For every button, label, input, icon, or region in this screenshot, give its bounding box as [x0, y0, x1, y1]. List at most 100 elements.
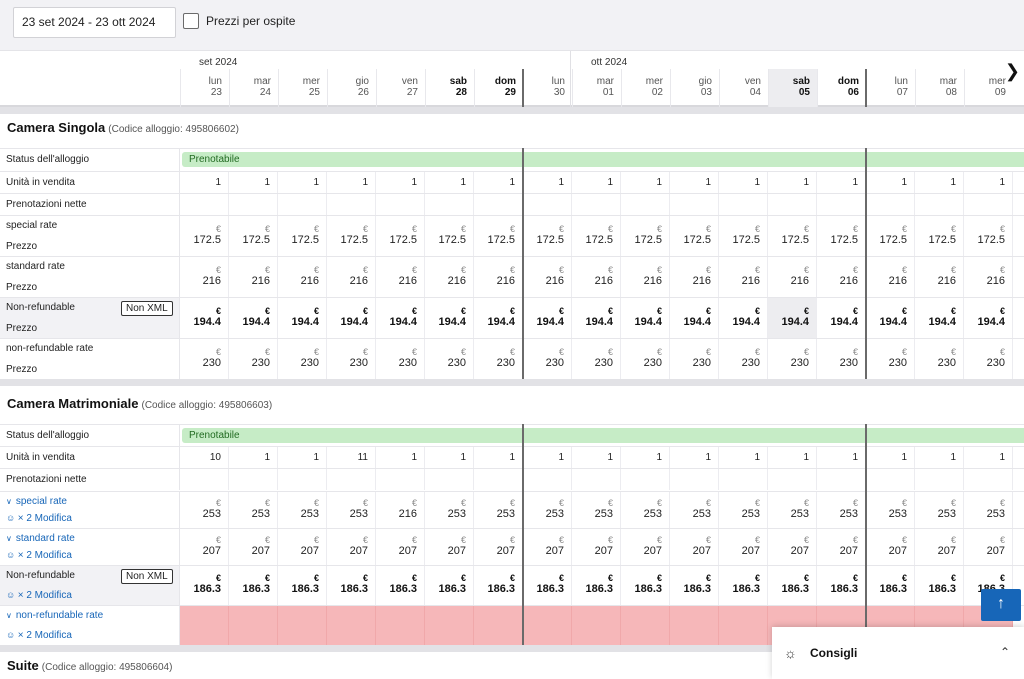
price-cell[interactable]: €186.3: [768, 566, 817, 605]
units-cell[interactable]: 1: [229, 447, 278, 468]
price-cell[interactable]: €216: [474, 257, 523, 297]
rate-sub[interactable]: ☺ × 2 Modifica: [6, 590, 72, 601]
price-cell[interactable]: €186.3: [474, 566, 523, 605]
units-cell[interactable]: 1: [719, 172, 768, 193]
price-cell[interactable]: €230: [915, 339, 964, 379]
price-cell[interactable]: €172.5: [523, 216, 572, 256]
price-cell[interactable]: €230: [425, 339, 474, 379]
price-cell[interactable]: €186.3: [278, 566, 327, 605]
rate-sub[interactable]: ☺ × 2 Modifica: [6, 550, 72, 561]
price-cell[interactable]: €186.3: [670, 566, 719, 605]
rate-name[interactable]: ∨ non-refundable rate: [6, 610, 103, 621]
units-cell[interactable]: 10: [180, 447, 229, 468]
units-cell[interactable]: 1: [278, 172, 327, 193]
price-cell[interactable]: €186.3: [719, 566, 768, 605]
price-cell[interactable]: [327, 606, 376, 645]
price-cell[interactable]: €253: [278, 492, 327, 528]
price-cell[interactable]: €207: [376, 529, 425, 565]
price-cell[interactable]: €253: [229, 492, 278, 528]
price-cell[interactable]: €194.4: [572, 298, 621, 338]
price-cell[interactable]: €172.5: [327, 216, 376, 256]
price-cell[interactable]: €186.3: [572, 566, 621, 605]
units-cell[interactable]: 1: [474, 172, 523, 193]
units-cell[interactable]: 1: [964, 447, 1013, 468]
price-cell[interactable]: [719, 606, 768, 645]
price-cell[interactable]: €186.3: [817, 566, 866, 605]
price-cell[interactable]: €216: [572, 257, 621, 297]
price-cell[interactable]: €253: [817, 492, 866, 528]
rate-label[interactable]: ∨ special rate ☺ × 2 Modifica: [0, 492, 180, 528]
chevron-down-icon[interactable]: ∨: [6, 534, 12, 543]
price-cell[interactable]: €172.5: [866, 216, 915, 256]
price-cell[interactable]: €186.3: [621, 566, 670, 605]
price-cell[interactable]: €172.5: [180, 216, 229, 256]
price-cell[interactable]: €194.4: [915, 298, 964, 338]
price-cell[interactable]: €253: [915, 492, 964, 528]
price-cell[interactable]: €186.3: [523, 566, 572, 605]
price-cell[interactable]: [621, 606, 670, 645]
price-cell[interactable]: €230: [229, 339, 278, 379]
price-cell[interactable]: €186.3: [425, 566, 474, 605]
units-cell[interactable]: 1: [572, 447, 621, 468]
price-cell[interactable]: €194.4: [621, 298, 670, 338]
guest-prices-label[interactable]: Prezzi per ospite: [206, 14, 296, 28]
rate-name[interactable]: ∨ special rate: [6, 496, 67, 507]
date-range-picker[interactable]: 23 set 2024 - 23 ott 2024: [13, 7, 176, 38]
price-cell[interactable]: €216: [915, 257, 964, 297]
price-cell[interactable]: €253: [670, 492, 719, 528]
price-cell[interactable]: €207: [670, 529, 719, 565]
guest-prices-checkbox[interactable]: [183, 13, 199, 29]
price-cell[interactable]: [572, 606, 621, 645]
price-cell[interactable]: [670, 606, 719, 645]
units-cell[interactable]: 1: [768, 172, 817, 193]
price-cell[interactable]: €194.4: [229, 298, 278, 338]
price-cell[interactable]: €230: [180, 339, 229, 379]
price-cell[interactable]: €172.5: [572, 216, 621, 256]
price-cell[interactable]: €230: [964, 339, 1013, 379]
units-cell[interactable]: 1: [523, 172, 572, 193]
price-cell[interactable]: €207: [866, 529, 915, 565]
price-cell[interactable]: €186.3: [376, 566, 425, 605]
units-cell[interactable]: 1: [572, 172, 621, 193]
price-cell[interactable]: [278, 606, 327, 645]
price-cell[interactable]: €207: [327, 529, 376, 565]
price-cell[interactable]: [376, 606, 425, 645]
price-cell[interactable]: €207: [180, 529, 229, 565]
units-cell[interactable]: 1: [229, 172, 278, 193]
price-cell[interactable]: €253: [572, 492, 621, 528]
units-cell[interactable]: 1: [621, 172, 670, 193]
price-cell[interactable]: [523, 606, 572, 645]
price-cell[interactable]: €253: [768, 492, 817, 528]
price-cell[interactable]: €216: [278, 257, 327, 297]
units-cell[interactable]: 1: [915, 447, 964, 468]
units-cell[interactable]: 1: [817, 172, 866, 193]
scroll-to-top-button[interactable]: ↑: [981, 589, 1021, 621]
units-cell[interactable]: 1: [964, 172, 1013, 193]
price-cell[interactable]: €216: [327, 257, 376, 297]
units-cell[interactable]: 1: [425, 447, 474, 468]
units-cell[interactable]: 1: [866, 447, 915, 468]
price-cell[interactable]: €207: [523, 529, 572, 565]
price-cell[interactable]: €230: [376, 339, 425, 379]
price-cell[interactable]: €186.3: [229, 566, 278, 605]
rate-sub[interactable]: ☺ × 2 Modifica: [6, 513, 72, 524]
price-cell[interactable]: €216: [670, 257, 719, 297]
price-cell[interactable]: €207: [229, 529, 278, 565]
price-cell[interactable]: €186.3: [327, 566, 376, 605]
units-cell[interactable]: 1: [523, 447, 572, 468]
price-cell[interactable]: €207: [964, 529, 1013, 565]
price-cell[interactable]: €230: [866, 339, 915, 379]
price-cell[interactable]: €253: [425, 492, 474, 528]
price-cell[interactable]: €230: [817, 339, 866, 379]
price-cell[interactable]: €207: [278, 529, 327, 565]
price-cell[interactable]: €172.5: [621, 216, 670, 256]
price-cell[interactable]: €230: [768, 339, 817, 379]
chevron-right-icon[interactable]: ❯: [1004, 61, 1020, 81]
price-cell[interactable]: €207: [425, 529, 474, 565]
price-cell[interactable]: €230: [523, 339, 572, 379]
units-cell[interactable]: 1: [327, 172, 376, 193]
price-cell[interactable]: €172.5: [817, 216, 866, 256]
price-cell[interactable]: €194.4: [768, 298, 817, 338]
units-cell[interactable]: 1: [719, 447, 768, 468]
price-cell[interactable]: €172.5: [425, 216, 474, 256]
